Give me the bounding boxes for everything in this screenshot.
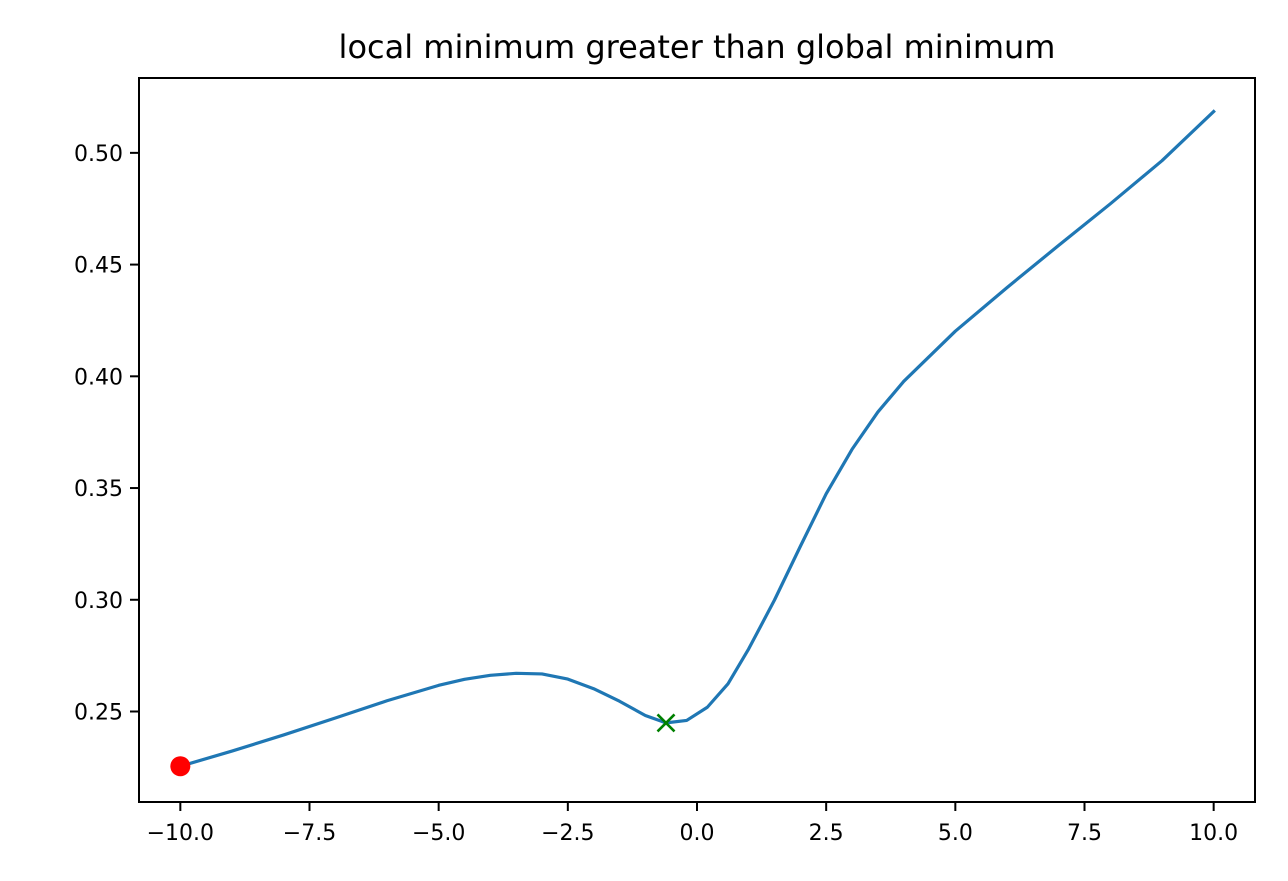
y-tick-label-3: 0.40 xyxy=(74,365,123,390)
local-minimum-marker xyxy=(656,713,676,733)
x-tick-label-5: 2.5 xyxy=(809,821,844,846)
start-point-marker xyxy=(170,756,191,777)
y-tick-label-0: 0.25 xyxy=(74,701,123,726)
x-tick-label-0: −10.0 xyxy=(147,821,214,846)
x-tick-label-7: 7.5 xyxy=(1067,821,1102,846)
y-tick-label-2: 0.35 xyxy=(74,477,123,502)
x-tick-label-2: −5.0 xyxy=(412,821,465,846)
y-tick-label-4: 0.45 xyxy=(74,254,123,279)
x-tick-label-3: −2.5 xyxy=(541,821,594,846)
x-tick-label-4: 0.0 xyxy=(680,821,715,846)
plot-area: −10.0 −7.5 −5.0 −2.5 0.0 2.5 5.0 7.5 10.0 0.25 0.3… xyxy=(74,77,1256,846)
x-tick-label-6: 5.0 xyxy=(938,821,973,846)
y-tick-label-5: 0.50 xyxy=(74,142,123,167)
y-tick-label-1: 0.30 xyxy=(74,589,123,614)
series-line-0 xyxy=(178,109,1216,769)
chart-title: local minimum greater than global minimu… xyxy=(339,28,1056,66)
x-tick-label-1: −7.5 xyxy=(283,821,336,846)
x-tick-label-8: 10.0 xyxy=(1189,821,1238,846)
